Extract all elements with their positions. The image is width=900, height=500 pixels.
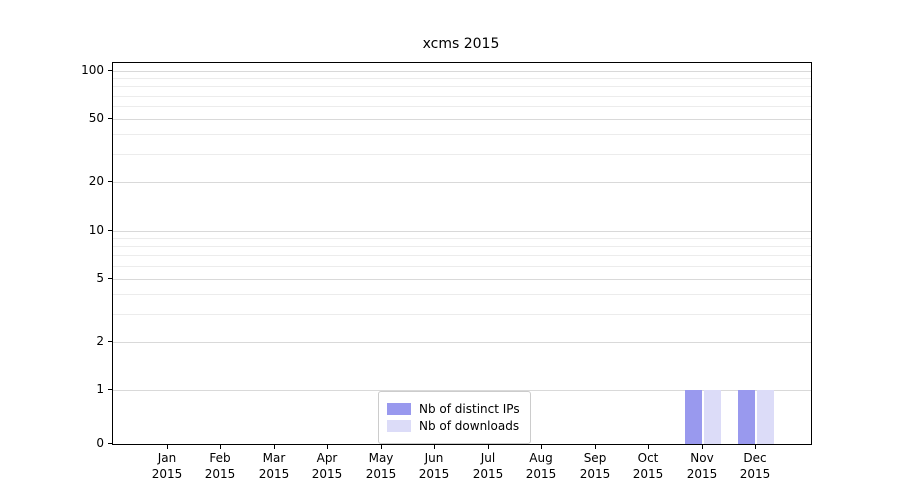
gridline-major [113,119,811,120]
x-tick-label: Jun 2015 [418,451,450,481]
x-tick-label: Aug 2015 [525,451,557,481]
y-tick-label: 0 [96,436,104,450]
y-tick-mark [108,181,112,182]
x-tick-mark [167,445,168,449]
x-tick-mark [595,445,596,449]
legend-label-downloads: Nb of downloads [419,419,520,433]
legend-swatch-downloads [387,420,411,432]
legend-label-distinct-ips: Nb of distinct IPs [419,402,520,416]
bar-downloads [757,390,774,444]
x-tick-mark [327,445,328,449]
gridline-major [113,182,811,183]
x-tick-mark [755,445,756,449]
y-tick-mark [108,443,112,444]
gridline-minor [113,238,811,239]
x-tick-mark [648,445,649,449]
gridline-minor [113,231,811,232]
chart-title: xcms 2015 [422,36,500,52]
x-tick-label: Apr 2015 [311,451,343,481]
gridline-minor [113,86,811,87]
gridline-major [113,71,811,72]
x-tick-label: Feb 2015 [204,451,236,481]
legend: Nb of distinct IPs Nb of downloads [378,391,531,444]
x-tick-label: Dec 2015 [739,451,771,481]
x-tick-label: Oct 2015 [632,451,664,481]
y-tick-mark [108,278,112,279]
y-tick-mark [108,389,112,390]
y-tick-label: 2 [96,334,104,348]
legend-item-distinct-ips: Nb of distinct IPs [387,402,520,416]
legend-item-downloads: Nb of downloads [387,419,520,433]
gridline-minor [113,246,811,247]
gridline-major [113,279,811,280]
x-tick-label: Sep 2015 [579,451,611,481]
gridline-minor [113,119,811,120]
gridline-minor [113,154,811,155]
gridline-minor [113,266,811,267]
y-tick-label: 100 [81,63,104,77]
gridline-minor [113,342,811,343]
x-tick-label: May 2015 [365,451,397,481]
x-tick-mark [381,445,382,449]
x-tick-label: Mar 2015 [258,451,290,481]
legend-swatch-distinct-ips [387,403,411,415]
x-tick-mark [274,445,275,449]
gridline-minor [113,71,811,72]
x-tick-label: Jul 2015 [472,451,504,481]
bar-distinct-ips [685,390,702,444]
gridline-minor [113,78,811,79]
y-tick-label: 5 [96,271,104,285]
y-tick-mark [108,118,112,119]
gridline-minor [113,106,811,107]
gridline-major [113,231,811,232]
y-tick-label: 20 [88,174,104,188]
x-tick-label: Nov 2015 [686,451,718,481]
y-tick-mark [108,70,112,71]
x-tick-mark [702,445,703,449]
gridline-minor [113,182,811,183]
y-tick-label: 10 [88,223,104,237]
bar-distinct-ips [738,390,755,444]
x-tick-mark [220,445,221,449]
plot-area: Nb of distinct IPs Nb of downloads [112,62,812,445]
gridline-minor [113,255,811,256]
x-tick-mark [434,445,435,449]
gridline-major [113,342,811,343]
x-tick-label: Jan 2015 [151,451,183,481]
y-tick-mark [108,341,112,342]
bar-downloads [704,390,721,444]
gridline-minor [113,294,811,295]
y-tick-mark [108,230,112,231]
x-tick-mark [541,445,542,449]
gridline-minor [113,279,811,280]
gridline-minor [113,314,811,315]
gridline-minor [113,134,811,135]
y-tick-label: 50 [88,111,104,125]
gridline-minor [113,96,811,97]
y-tick-label: 1 [96,382,104,396]
x-tick-mark [488,445,489,449]
